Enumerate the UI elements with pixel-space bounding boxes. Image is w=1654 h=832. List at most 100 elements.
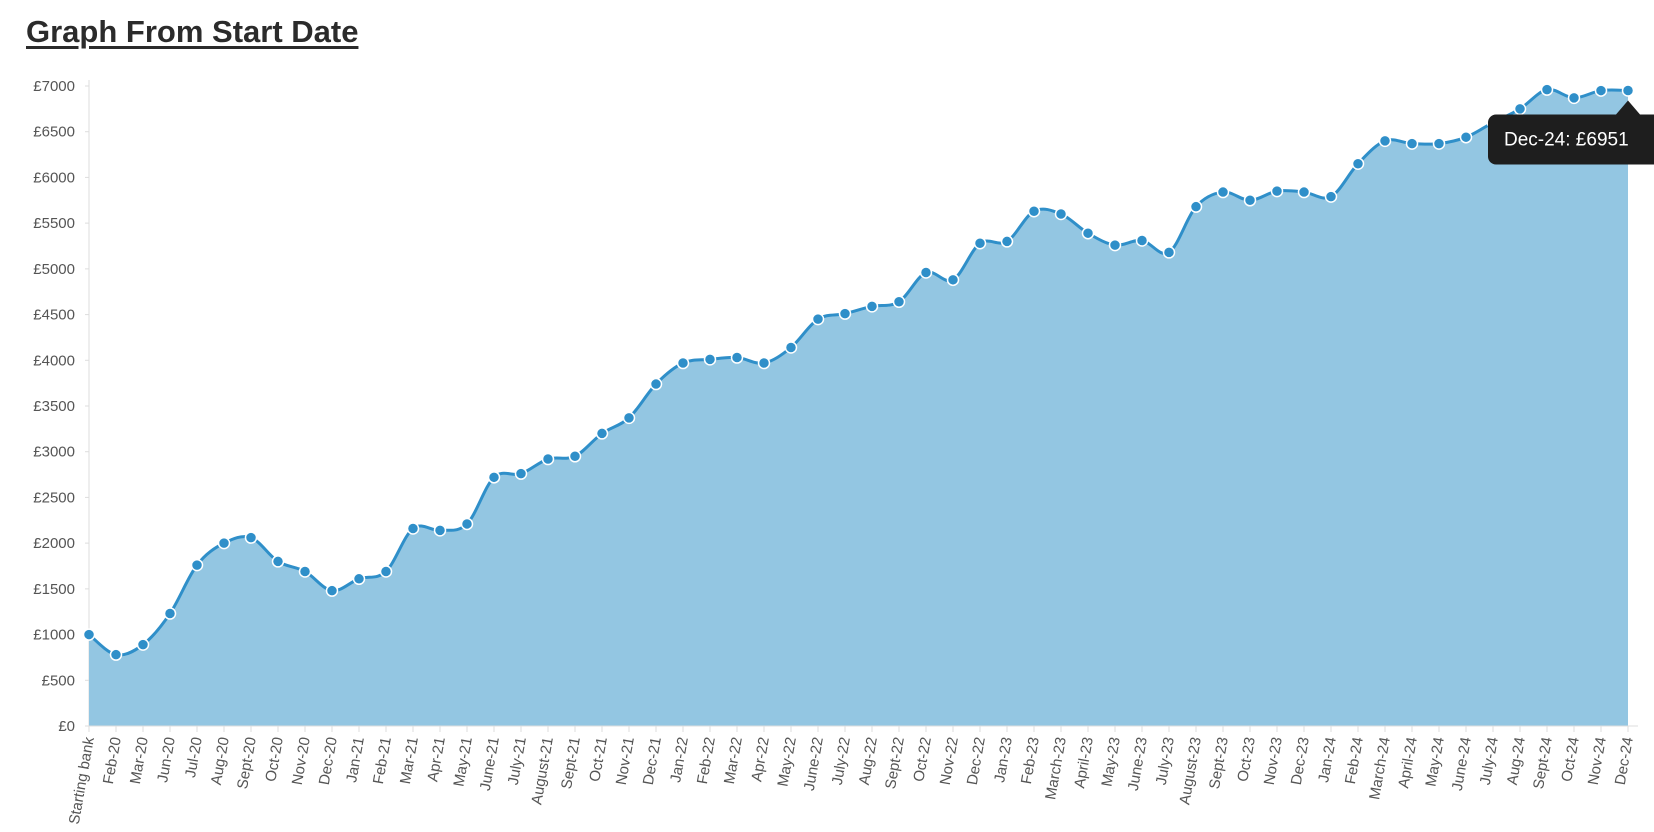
point — [352, 572, 366, 586]
x-tick-label: Oct-23 — [1234, 736, 1259, 783]
x-tick-label: April-23 — [1071, 736, 1097, 790]
x-tick-label: Apr-22 — [748, 736, 773, 783]
point — [622, 411, 636, 425]
x-tick-label: August-21 — [528, 736, 557, 806]
tooltip-pointer — [1616, 100, 1640, 115]
point — [406, 522, 420, 535]
point — [865, 300, 879, 313]
point — [1162, 246, 1176, 259]
y-tick-label: £3500 — [33, 398, 75, 415]
x-tick-label: Sept-23 — [1206, 736, 1232, 791]
x-tick-label: Mar-22 — [721, 736, 746, 786]
y-tick-label: £5000 — [33, 261, 75, 278]
line — [88, 87, 1629, 657]
x-tick-label: Nov-23 — [1261, 736, 1286, 787]
point — [487, 471, 501, 484]
point — [595, 427, 609, 440]
x-tick-label: August-23 — [1176, 736, 1205, 806]
x-tick-label: Dec-23 — [1288, 736, 1313, 787]
point — [1621, 84, 1635, 97]
tooltip — [1488, 114, 1654, 165]
x-tick-label: Sept-24 — [1530, 736, 1556, 791]
x-tick-label: Jun-20 — [154, 736, 179, 784]
point — [217, 536, 231, 550]
point — [1027, 205, 1041, 218]
point — [298, 565, 312, 578]
point — [1081, 226, 1095, 240]
x-tick-label: May-22 — [775, 736, 800, 788]
x-tick-label: June-24 — [1449, 736, 1475, 792]
point — [919, 266, 933, 279]
x-tick-label: Feb-23 — [1018, 736, 1043, 786]
area-fill — [89, 89, 1628, 726]
x-tick-label: Starting bank — [66, 735, 98, 825]
x-tick-label: Mar-20 — [127, 736, 152, 786]
point — [1108, 238, 1122, 252]
point — [568, 450, 582, 463]
x-tick-label: Mar-21 — [397, 736, 422, 786]
point — [1000, 235, 1014, 248]
y-tick-label: £4000 — [33, 352, 75, 369]
x-tick-label: Feb-21 — [370, 736, 395, 786]
point — [649, 377, 663, 391]
point — [703, 353, 717, 366]
point — [136, 638, 150, 651]
x-tick-label: Aug-24 — [1504, 736, 1529, 787]
y-tick-label: £1500 — [33, 581, 75, 598]
point — [271, 555, 285, 568]
point — [1432, 137, 1446, 150]
y-tick-label: £4500 — [33, 307, 75, 324]
x-tick-label: Nov-22 — [937, 736, 962, 787]
x-tick-label: Oct-20 — [262, 736, 287, 783]
point — [1351, 157, 1365, 170]
y-tick-label: £1000 — [33, 627, 75, 644]
point — [514, 467, 528, 480]
x-tick-label: Aug-20 — [208, 736, 233, 787]
point — [1378, 134, 1392, 148]
point — [379, 565, 393, 578]
x-tick-label: Nov-24 — [1585, 736, 1610, 787]
x-tick-label: Dec-21 — [640, 736, 665, 787]
point — [784, 341, 798, 354]
point — [1594, 84, 1608, 97]
x-tick-label: May-24 — [1423, 736, 1448, 788]
x-tick-label: June-23 — [1125, 736, 1151, 792]
point — [892, 295, 906, 309]
x-tick-label: June-21 — [477, 736, 503, 792]
x-tick-label: April-24 — [1395, 736, 1421, 790]
point — [1567, 91, 1581, 105]
point — [1243, 194, 1257, 207]
chart-title: Graph From Start Date — [26, 14, 359, 49]
x-tick-label: Dec-24 — [1612, 736, 1637, 787]
x-tick-label: Jan-21 — [343, 736, 368, 784]
x-tick-label: May-21 — [451, 736, 476, 788]
point — [730, 351, 744, 364]
point — [325, 584, 339, 597]
point — [190, 558, 204, 572]
y-tick-label: £0 — [58, 718, 75, 735]
x-tick-label: July-23 — [1153, 736, 1178, 787]
point — [1135, 234, 1149, 247]
point — [946, 273, 960, 287]
point — [757, 356, 771, 370]
point — [433, 524, 447, 537]
x-tick-label: June-22 — [801, 736, 827, 792]
y-tick-label: £5500 — [33, 215, 75, 232]
x-tick-label: March-24 — [1366, 736, 1394, 801]
x-tick-label: Feb-24 — [1342, 736, 1367, 786]
point — [1324, 190, 1338, 203]
point — [1054, 207, 1068, 221]
x-tick-label: Dec-22 — [964, 736, 989, 787]
x-tick-label: Jan-24 — [1315, 736, 1340, 784]
x-tick-label: Oct-24 — [1558, 736, 1583, 783]
point — [82, 628, 96, 641]
point — [163, 607, 177, 620]
tooltip-text: Dec-24: £6951 — [1504, 129, 1629, 150]
x-tick-label: July-24 — [1477, 736, 1502, 787]
point — [1540, 83, 1554, 96]
point — [1513, 102, 1527, 116]
x-tick-label: July-22 — [829, 736, 854, 787]
x-tick-label: Jan-22 — [667, 736, 692, 784]
